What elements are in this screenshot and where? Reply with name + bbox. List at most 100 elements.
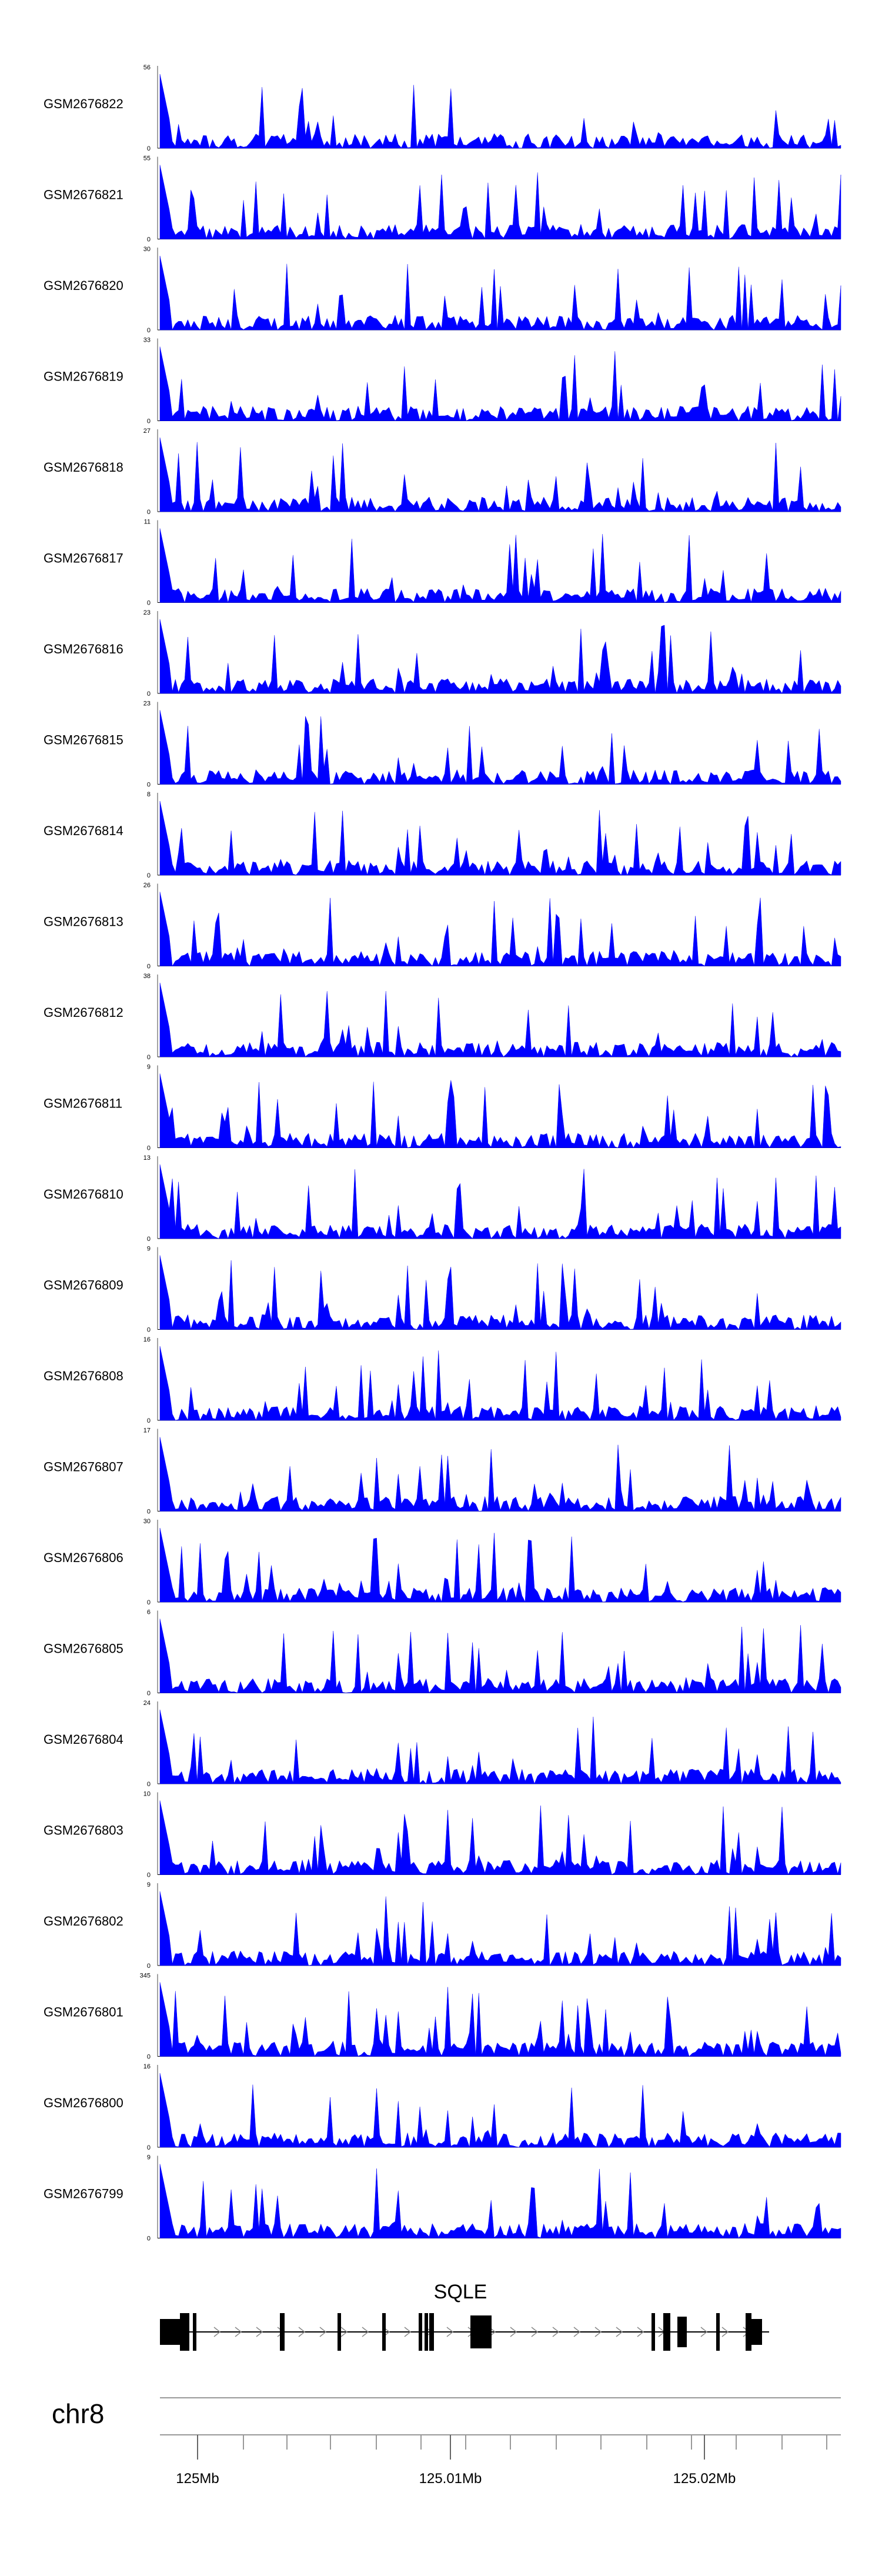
track-ymax-label: 13 xyxy=(143,1154,151,1162)
track-GSM2676812: GSM2676812 38 0 xyxy=(44,973,841,1061)
exon xyxy=(751,2319,762,2345)
track-ymin-label: 0 xyxy=(147,600,151,607)
exon xyxy=(746,2313,751,2351)
track-ymax-label: 17 xyxy=(143,1427,151,1434)
track-ymax-label: 10 xyxy=(143,1791,151,1798)
track-ymin-label: 0 xyxy=(147,2144,151,2151)
axis-tick-label: 125.02Mb xyxy=(673,2471,736,2487)
coverage-area xyxy=(159,1891,841,1966)
strand-arrow xyxy=(256,2327,263,2337)
track-ymax-label: 33 xyxy=(143,337,151,344)
track-ymin-label: 0 xyxy=(147,1781,151,1788)
exon xyxy=(677,2317,687,2347)
track-label: GSM2676814 xyxy=(44,823,123,838)
track-ymax-label: 38 xyxy=(143,973,151,980)
strand-arrow xyxy=(298,2327,306,2337)
track-GSM2676813: GSM2676813 26 0 xyxy=(44,882,841,970)
strand-arrow xyxy=(404,2327,412,2337)
coverage-area xyxy=(159,619,841,694)
coverage-area xyxy=(159,1709,841,1784)
exon xyxy=(663,2313,670,2351)
track-GSM2676801: GSM2676801 345 0 xyxy=(44,1973,841,2061)
track-label: GSM2676804 xyxy=(44,1732,123,1747)
track-ymin-label: 0 xyxy=(147,690,151,698)
chromosome-label: chr8 xyxy=(52,2398,104,2429)
track-ymin-label: 0 xyxy=(147,782,151,789)
coverage-area xyxy=(159,2164,841,2238)
track-GSM2676819: GSM2676819 33 0 xyxy=(44,337,841,425)
track-GSM2676805: GSM2676805 6 0 xyxy=(44,1609,841,1697)
track-GSM2676800: GSM2676800 16 0 xyxy=(44,2063,841,2151)
exon xyxy=(382,2313,386,2351)
track-ymax-label: 56 xyxy=(143,64,151,71)
strand-arrow xyxy=(721,2327,729,2337)
track-ymin-label: 0 xyxy=(147,1145,151,1152)
gene-model: SQLE xyxy=(160,2281,769,2351)
exon xyxy=(419,2313,422,2351)
track-ymax-label: 11 xyxy=(144,519,151,526)
track-GSM2676821: GSM2676821 55 0 xyxy=(44,155,841,243)
coverage-area xyxy=(159,710,841,785)
track-GSM2676804: GSM2676804 24 0 xyxy=(44,1700,841,1788)
track-ymax-label: 9 xyxy=(147,1881,151,1888)
track-ymax-label: 26 xyxy=(143,882,151,889)
exon xyxy=(338,2313,341,2351)
track-ymin-label: 0 xyxy=(147,2235,151,2243)
track-label: GSM2676802 xyxy=(44,1914,123,1928)
track-ymax-label: 30 xyxy=(143,246,151,253)
track-ymin-label: 0 xyxy=(147,1963,151,1970)
track-GSM2676811: GSM2676811 9 0 xyxy=(44,1064,841,1152)
strand-arrow xyxy=(319,2327,327,2337)
strand-arrow xyxy=(362,2327,369,2337)
track-label: GSM2676801 xyxy=(44,2005,123,2020)
track-GSM2676820: GSM2676820 30 0 xyxy=(44,246,841,334)
coverage-area xyxy=(159,1982,841,2057)
strand-arrow xyxy=(616,2327,623,2337)
exon xyxy=(280,2313,285,2351)
coverage-area xyxy=(159,255,841,331)
track-ymax-label: 24 xyxy=(143,1700,151,1707)
coverage-area xyxy=(159,74,841,149)
track-label: GSM2676805 xyxy=(44,1641,123,1656)
coverage-area xyxy=(159,982,841,1057)
track-ymin-label: 0 xyxy=(147,1509,151,1516)
track-label: GSM2676819 xyxy=(44,369,123,384)
axis-tick-label: 125.01Mb xyxy=(419,2471,482,2487)
coverage-area xyxy=(159,1255,841,1330)
exon xyxy=(193,2313,196,2351)
track-ymin-label: 0 xyxy=(147,1690,151,1697)
coverage-area xyxy=(159,346,841,422)
axis-ticks: 125Mb 125.01Mb 125.02Mb xyxy=(176,2435,827,2487)
track-GSM2676815: GSM2676815 23 0 xyxy=(44,700,841,789)
track-label: GSM2676811 xyxy=(44,1096,122,1111)
coverage-area xyxy=(159,2073,841,2148)
track-ymax-label: 23 xyxy=(143,609,151,616)
axis-tick-label: 125Mb xyxy=(176,2471,219,2487)
track-ymin-label: 0 xyxy=(147,1236,151,1243)
track-ymin-label: 0 xyxy=(147,1054,151,1061)
chromosome-ideogram: chr8 xyxy=(52,2397,841,2429)
coverage-area xyxy=(159,1346,841,1421)
strand-arrow xyxy=(552,2327,560,2337)
strand-arrow xyxy=(213,2327,221,2337)
track-label: GSM2676821 xyxy=(44,188,123,202)
strand-arrow xyxy=(637,2327,644,2337)
strand-arrow xyxy=(340,2327,348,2337)
track-ymax-label: 55 xyxy=(143,155,151,162)
track-ymin-label: 0 xyxy=(147,1327,151,1334)
track-ymax-label: 23 xyxy=(143,700,151,708)
track-label: GSM2676799 xyxy=(44,2187,123,2201)
strand-arrow xyxy=(235,2327,242,2337)
track-ymax-label: 8 xyxy=(147,791,151,798)
exon xyxy=(425,2313,428,2351)
track-ymin-label: 0 xyxy=(147,327,151,334)
strand-arrow xyxy=(510,2327,517,2337)
track-GSM2676810: GSM2676810 13 0 xyxy=(44,1154,841,1243)
track-label: GSM2676817 xyxy=(44,551,123,566)
track-ymax-label: 9 xyxy=(147,1246,151,1253)
coverage-tracks: GSM2676822560GSM2676821550GSM2676820300G… xyxy=(44,64,841,2243)
gene-label: SQLE xyxy=(434,2281,487,2303)
track-ymin-label: 0 xyxy=(147,2054,151,2061)
strand-arrow xyxy=(531,2327,539,2337)
track-ymax-label: 27 xyxy=(143,428,151,435)
